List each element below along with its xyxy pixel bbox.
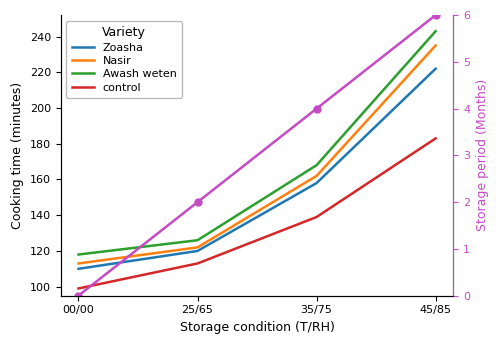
- Awash weten: [432, 29, 438, 33]
- Y-axis label: Cooking time (minutes): Cooking time (minutes): [11, 82, 24, 229]
- Y-axis label: Storage period (Months): Storage period (Months): [476, 79, 489, 231]
- Line: control: control: [78, 138, 436, 288]
- Awash weten: [314, 163, 320, 167]
- Nasir: [76, 262, 82, 266]
- Zoasha: [432, 67, 438, 71]
- Awash weten: [76, 253, 82, 257]
- control: [314, 215, 320, 219]
- Line: Nasir: Nasir: [78, 46, 436, 264]
- control: [194, 262, 200, 266]
- X-axis label: Storage condition (T/RH): Storage condition (T/RH): [180, 321, 334, 334]
- Nasir: [314, 174, 320, 178]
- Nasir: [432, 43, 438, 48]
- Zoasha: [194, 249, 200, 253]
- Line: Awash weten: Awash weten: [78, 31, 436, 255]
- Zoasha: [314, 181, 320, 185]
- Nasir: [194, 245, 200, 249]
- Zoasha: [76, 267, 82, 271]
- control: [432, 136, 438, 140]
- Line: Zoasha: Zoasha: [78, 69, 436, 269]
- Awash weten: [194, 238, 200, 242]
- control: [76, 286, 82, 290]
- Legend: Zoasha, Nasir, Awash weten, control: Zoasha, Nasir, Awash weten, control: [66, 21, 182, 98]
